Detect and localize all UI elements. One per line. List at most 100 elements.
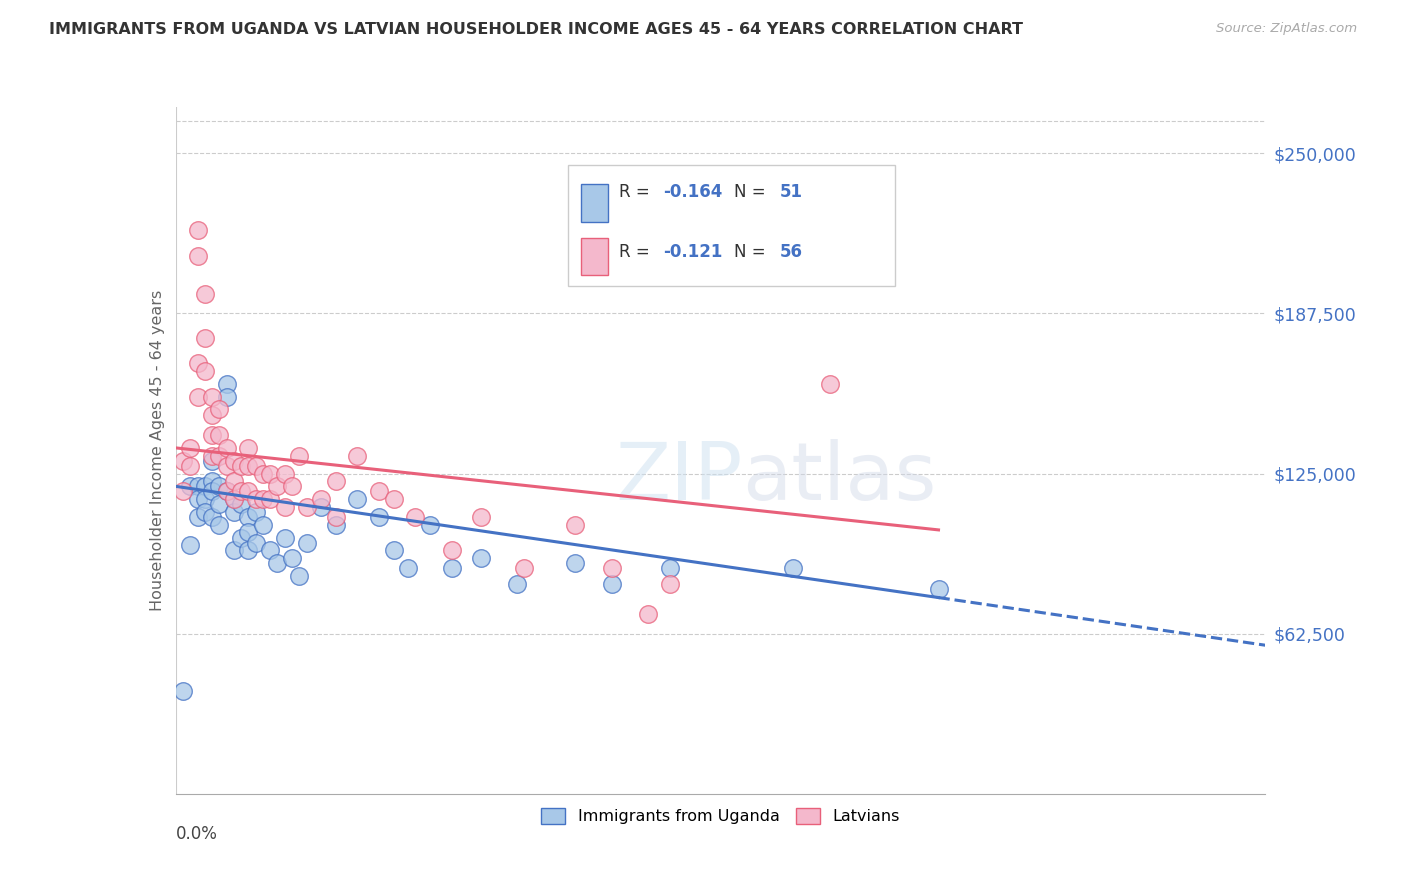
Point bbox=[259, 467, 281, 481]
Point bbox=[818, 376, 841, 391]
Point bbox=[295, 535, 318, 549]
Point bbox=[231, 531, 253, 545]
Point bbox=[506, 576, 529, 591]
Point bbox=[222, 492, 245, 507]
Point bbox=[201, 510, 224, 524]
Point bbox=[186, 249, 209, 263]
Point bbox=[186, 479, 209, 493]
Point bbox=[295, 500, 318, 514]
Text: N =: N = bbox=[734, 243, 770, 261]
Point bbox=[382, 492, 405, 507]
Point bbox=[231, 497, 253, 511]
Text: Source: ZipAtlas.com: Source: ZipAtlas.com bbox=[1216, 22, 1357, 36]
Point bbox=[368, 510, 391, 524]
Point bbox=[274, 531, 297, 545]
Point bbox=[201, 453, 224, 467]
Point bbox=[658, 576, 681, 591]
Point bbox=[325, 510, 347, 524]
Point bbox=[201, 474, 224, 488]
Point bbox=[194, 479, 217, 493]
Point bbox=[172, 484, 194, 499]
Point bbox=[309, 500, 332, 514]
Point bbox=[600, 561, 623, 575]
Text: IMMIGRANTS FROM UGANDA VS LATVIAN HOUSEHOLDER INCOME AGES 45 - 64 YEARS CORRELAT: IMMIGRANTS FROM UGANDA VS LATVIAN HOUSEH… bbox=[49, 22, 1024, 37]
Point bbox=[179, 441, 201, 455]
Point bbox=[179, 538, 201, 552]
Point bbox=[470, 551, 492, 566]
Text: R =: R = bbox=[619, 183, 655, 201]
Point bbox=[238, 510, 260, 524]
Point bbox=[266, 479, 288, 493]
Point bbox=[259, 543, 281, 558]
Point bbox=[222, 505, 245, 519]
Point bbox=[252, 517, 274, 532]
Point bbox=[288, 569, 311, 583]
Point bbox=[658, 561, 681, 575]
Point bbox=[215, 484, 238, 499]
Point bbox=[201, 449, 224, 463]
Point bbox=[252, 467, 274, 481]
Point bbox=[201, 484, 224, 499]
Point bbox=[201, 428, 224, 442]
Point bbox=[396, 561, 419, 575]
Point bbox=[513, 561, 536, 575]
Point bbox=[194, 364, 217, 378]
Point bbox=[266, 556, 288, 570]
Point bbox=[252, 492, 274, 507]
Point bbox=[186, 223, 209, 237]
FancyBboxPatch shape bbox=[568, 165, 896, 285]
Point bbox=[222, 492, 245, 507]
Point bbox=[208, 497, 231, 511]
Bar bbox=[581, 185, 609, 222]
Point bbox=[440, 543, 463, 558]
Legend: Immigrants from Uganda, Latvians: Immigrants from Uganda, Latvians bbox=[534, 801, 907, 830]
Y-axis label: Householder Income Ages 45 - 64 years: Householder Income Ages 45 - 64 years bbox=[149, 290, 165, 611]
Text: atlas: atlas bbox=[742, 439, 936, 517]
Point bbox=[179, 458, 201, 473]
Point bbox=[208, 517, 231, 532]
Point bbox=[194, 492, 217, 507]
Point bbox=[222, 474, 245, 488]
Point bbox=[208, 479, 231, 493]
Point bbox=[186, 510, 209, 524]
Point bbox=[405, 510, 427, 524]
Point bbox=[179, 479, 201, 493]
Point bbox=[172, 453, 194, 467]
Point bbox=[238, 441, 260, 455]
Text: R =: R = bbox=[619, 243, 655, 261]
Point bbox=[215, 390, 238, 404]
Text: N =: N = bbox=[734, 183, 770, 201]
Bar bbox=[581, 237, 609, 276]
Text: -0.121: -0.121 bbox=[662, 243, 723, 261]
Point bbox=[215, 484, 238, 499]
Point bbox=[325, 517, 347, 532]
Point bbox=[245, 492, 267, 507]
Point bbox=[186, 390, 209, 404]
Text: -0.164: -0.164 bbox=[662, 183, 723, 201]
Point bbox=[245, 505, 267, 519]
Point bbox=[231, 458, 253, 473]
Point bbox=[782, 561, 804, 575]
Point bbox=[274, 500, 297, 514]
Point bbox=[208, 449, 231, 463]
Point bbox=[368, 484, 391, 499]
Point bbox=[564, 517, 586, 532]
Point bbox=[245, 535, 267, 549]
Point bbox=[382, 543, 405, 558]
Point bbox=[259, 492, 281, 507]
Point bbox=[215, 458, 238, 473]
Point bbox=[201, 390, 224, 404]
Point bbox=[172, 684, 194, 698]
Point bbox=[309, 492, 332, 507]
Point bbox=[274, 467, 297, 481]
Point bbox=[245, 458, 267, 473]
Point bbox=[238, 458, 260, 473]
Point bbox=[600, 576, 623, 591]
Point bbox=[281, 479, 304, 493]
Point bbox=[238, 525, 260, 540]
Point bbox=[215, 441, 238, 455]
Point bbox=[637, 607, 659, 622]
Point bbox=[208, 428, 231, 442]
Point bbox=[194, 505, 217, 519]
Point bbox=[440, 561, 463, 575]
